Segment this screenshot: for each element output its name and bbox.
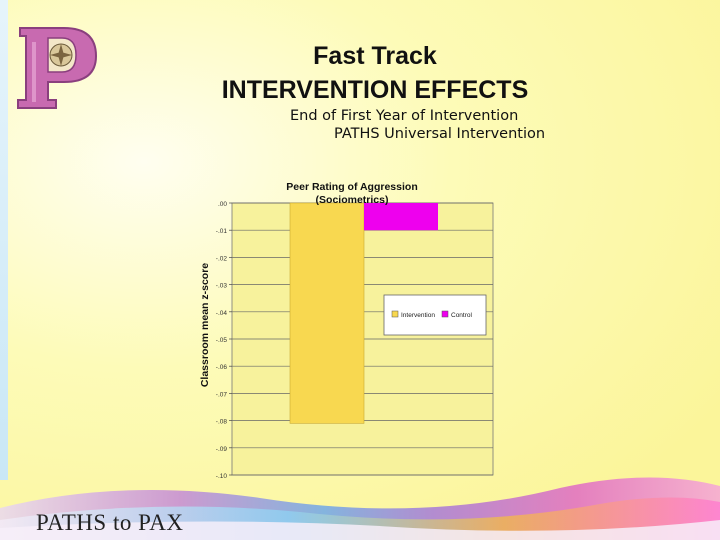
- y-tick-label: -.06: [216, 364, 228, 371]
- slide-title-line1: Fast Track: [313, 42, 437, 70]
- y-tick-label: .00: [218, 201, 227, 208]
- y-tick-label: -.04: [216, 310, 228, 317]
- legend-swatch-intervention: [391, 310, 399, 318]
- bar-intervention: [289, 202, 365, 424]
- footer-brand-text: PATHS to PAX: [36, 510, 184, 535]
- y-tick-label: -.02: [216, 255, 228, 262]
- legend-label-intervention: Intervention: [401, 312, 435, 319]
- paths-logo-icon: [17, 27, 98, 109]
- y-tick-label: -.09: [216, 446, 228, 453]
- chart-title-line2: (Sociometrics): [316, 194, 389, 206]
- chart-title-line1: Peer Rating of Aggression: [286, 181, 417, 193]
- y-tick-label: -.10: [216, 473, 228, 480]
- aggression-bar-chart: .00 -.01 -.02 -.03 -.04 -.05 -.06 -.07 -.08 -.09 -…: [199, 181, 494, 480]
- y-tick-label: -.08: [216, 419, 228, 426]
- chart-legend: Intervention Control: [383, 294, 487, 336]
- chart-y-ticks: .00 -.01 -.02 -.03 -.04 -.05 -.06 -.07 -.08 -.09 -…: [216, 201, 232, 480]
- footer-rainbow-swoosh: [0, 477, 720, 540]
- left-accent-strip: [0, 0, 8, 480]
- slide-subtitle-line2: PATHS Universal Intervention: [334, 126, 546, 142]
- chart-y-axis-label: Classroom mean z-score: [199, 263, 211, 387]
- bar-control: [364, 203, 438, 231]
- chart-bars: [289, 202, 438, 424]
- slide-title-line2: INTERVENTION EFFECTS: [221, 76, 529, 104]
- legend-swatch-control: [441, 310, 449, 318]
- y-tick-label: -.03: [216, 283, 228, 290]
- y-tick-label: -.05: [216, 337, 228, 344]
- y-tick-label: -.01: [216, 228, 228, 235]
- y-tick-label: -.07: [216, 391, 228, 398]
- slide-subtitle-line1: End of First Year of Intervention: [290, 108, 519, 124]
- legend-box: [383, 294, 487, 336]
- legend-label-control: Control: [451, 312, 473, 319]
